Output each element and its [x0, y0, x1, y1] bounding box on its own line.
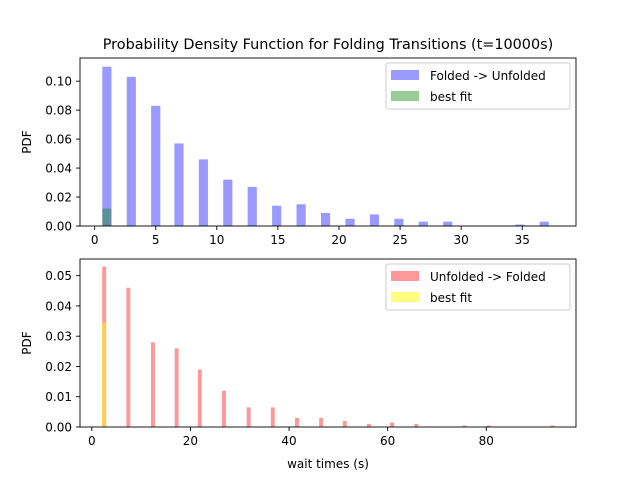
bar: [174, 143, 184, 226]
y-tick-label: 0.00: [45, 421, 72, 435]
bar: [319, 417, 324, 427]
y-axis-label: PDF: [20, 130, 34, 153]
y-tick-label: 0.04: [45, 162, 72, 176]
bar: [462, 425, 467, 427]
x-tick-label: 30: [454, 233, 469, 247]
bar: [247, 186, 257, 226]
legend-label: Folded -> Unfolded: [430, 69, 546, 83]
legend-label: best fit: [430, 291, 472, 305]
x-tick-label: 60: [380, 434, 395, 448]
bar: [102, 208, 112, 226]
legend: Unfolded -> Folded best fit: [385, 263, 571, 311]
x-tick-label: 5: [152, 233, 160, 247]
bar: [394, 218, 404, 226]
y-tick-label: 0.00: [45, 220, 72, 234]
y-axis-label: PDF: [20, 331, 34, 354]
bar: [126, 287, 131, 427]
bar: [345, 218, 355, 226]
x-tick-label: 20: [183, 434, 198, 448]
y-tick-label: 0.05: [45, 269, 72, 283]
bar: [539, 221, 549, 226]
bar: [369, 214, 380, 226]
bar: [320, 212, 331, 226]
axes-frame: [79, 258, 577, 428]
y-tick-label: 0.06: [45, 133, 72, 147]
bar: [102, 322, 107, 427]
bar: [246, 407, 251, 427]
bottom-plot: 0 20 40 60 80 0.00 0.01 0.02 0.03 0.04 0.05 PDF wait…: [20, 258, 577, 471]
y-tick-label: 0.04: [45, 299, 72, 313]
y-tick-label: 0.02: [45, 191, 72, 205]
x-tick-label: 15: [270, 233, 285, 247]
chart-title: Probability Density Function for Folding…: [103, 37, 553, 53]
y-tick-label: 0.03: [45, 330, 72, 344]
bar: [150, 342, 155, 427]
x-tick-label: 25: [392, 233, 407, 247]
x-tick-label: 40: [281, 434, 296, 448]
x-tick-label: 35: [515, 233, 530, 247]
bar: [296, 204, 306, 226]
bar: [550, 425, 555, 427]
bar: [515, 224, 525, 226]
bar: [198, 159, 208, 226]
bar: [151, 105, 161, 226]
bar: [221, 390, 226, 427]
bar: [418, 221, 428, 226]
x-tick-label: 20: [331, 233, 346, 247]
legend-swatch: [391, 91, 419, 101]
legend-label: best fit: [430, 90, 472, 104]
y-tick-label: 0.08: [45, 104, 72, 118]
bar: [342, 420, 347, 427]
legend-label: Unfolded -> Folded: [430, 270, 546, 284]
bar: [174, 348, 179, 427]
y-tick-label: 0.02: [45, 360, 72, 374]
bar: [486, 425, 491, 427]
x-tick-label: 0: [88, 434, 96, 448]
y-tick-label: 0.10: [45, 75, 72, 89]
bar: [414, 423, 419, 427]
x-tick-label: 10: [209, 233, 224, 247]
legend-swatch: [391, 292, 419, 302]
legend-swatch: [391, 70, 419, 80]
bar: [366, 423, 371, 427]
bar: [272, 205, 282, 226]
legend-box: [385, 263, 571, 311]
y-tick-label: 0.01: [45, 390, 72, 404]
bar: [197, 369, 202, 427]
bar: [126, 76, 136, 227]
bar: [223, 179, 233, 226]
x-tick-label: 80: [479, 434, 494, 448]
legend-box: [385, 62, 571, 110]
bar: [102, 66, 112, 226]
legend-swatch: [391, 271, 419, 281]
x-tick-label: 0: [91, 233, 99, 247]
axes-frame: [79, 57, 577, 227]
x-axis-label: wait times (s): [287, 457, 369, 471]
bar: [443, 221, 453, 226]
legend: Folded -> Unfolded best fit: [385, 62, 571, 110]
bar: [390, 422, 395, 427]
bar: [270, 407, 275, 427]
top-plot: 0 5 10 15 20 25 30 35 0.00 0.02 0.04 0.06 0.08 0.10 Pr…: [20, 37, 577, 247]
bar: [294, 417, 299, 427]
